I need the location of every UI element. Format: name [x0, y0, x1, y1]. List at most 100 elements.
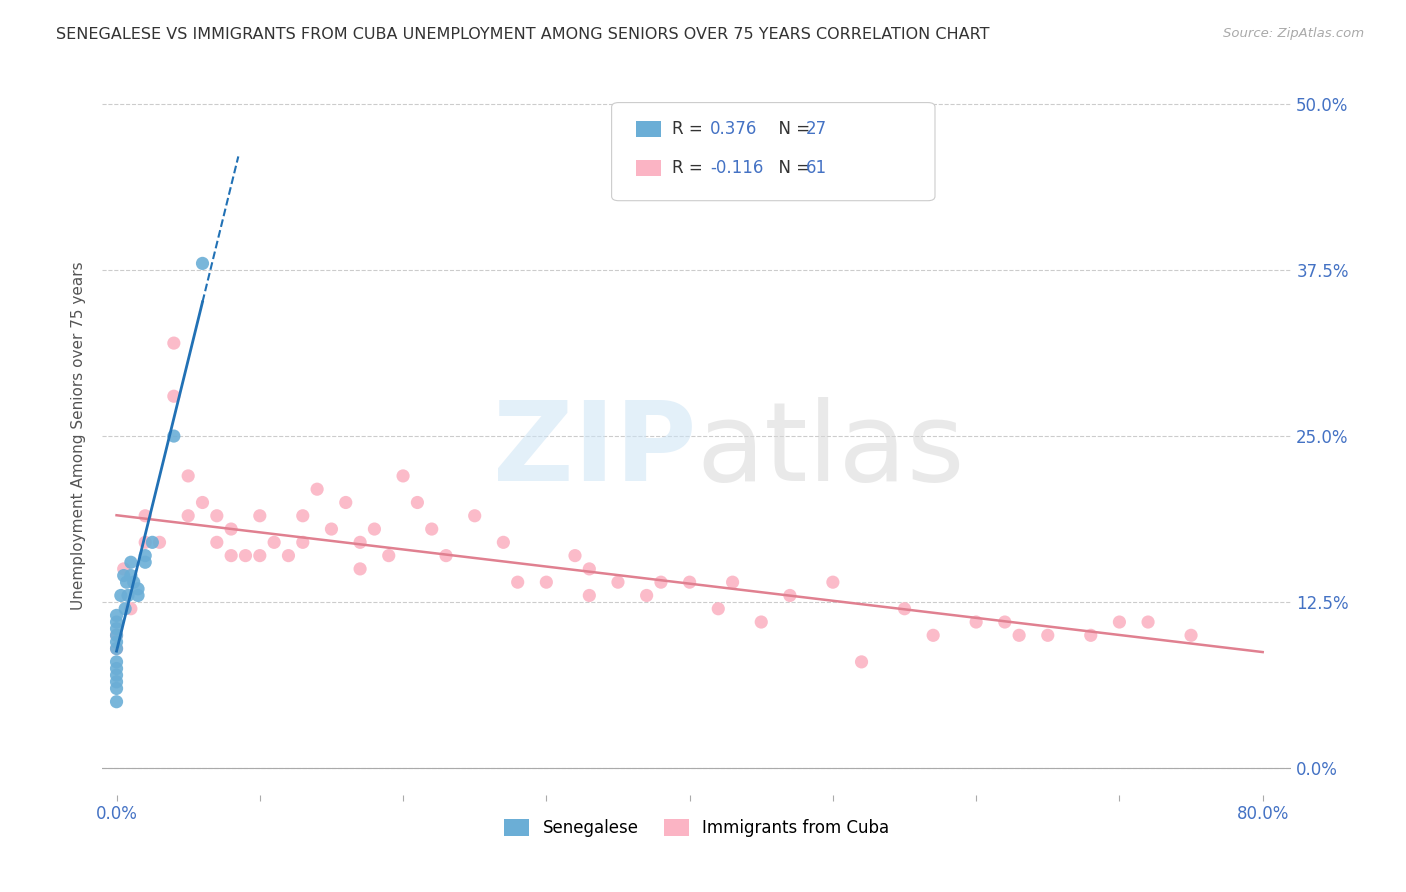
Point	[105, 635, 128, 649]
Legend: Senegalese, Immigrants from Cuba: Senegalese, Immigrants from Cuba	[498, 813, 896, 844]
Point	[922, 628, 945, 642]
Point	[177, 469, 200, 483]
Point	[1036, 628, 1059, 642]
Point	[291, 535, 314, 549]
Point	[263, 535, 285, 549]
Point	[134, 508, 156, 523]
Point	[120, 568, 142, 582]
Point	[1137, 615, 1160, 629]
Point	[1180, 628, 1202, 642]
Point	[122, 575, 145, 590]
Point	[420, 522, 443, 536]
Point	[335, 495, 357, 509]
Point	[134, 555, 156, 569]
Point	[307, 482, 329, 496]
Point	[707, 601, 730, 615]
Point	[578, 562, 600, 576]
Point	[650, 575, 672, 590]
Text: SENEGALESE VS IMMIGRANTS FROM CUBA UNEMPLOYMENT AMONG SENIORS OVER 75 YEARS CORR: SENEGALESE VS IMMIGRANTS FROM CUBA UNEMP…	[56, 27, 990, 42]
Point	[177, 508, 200, 523]
Point	[291, 508, 314, 523]
Point	[721, 575, 744, 590]
Text: N =: N =	[768, 159, 815, 177]
Text: atlas: atlas	[697, 397, 966, 504]
Point	[105, 641, 128, 656]
Point	[1080, 628, 1102, 642]
Point	[965, 615, 987, 629]
Point	[105, 681, 128, 696]
Point	[105, 628, 128, 642]
Point	[115, 575, 138, 590]
Point	[114, 601, 136, 615]
Point	[105, 615, 128, 629]
Point	[994, 615, 1017, 629]
Text: 61: 61	[806, 159, 827, 177]
Point	[127, 582, 149, 596]
Point	[506, 575, 529, 590]
Point	[105, 674, 128, 689]
Point	[464, 508, 486, 523]
Text: Source: ZipAtlas.com: Source: ZipAtlas.com	[1223, 27, 1364, 40]
Point	[105, 655, 128, 669]
Point	[105, 695, 128, 709]
Point	[249, 508, 271, 523]
Point	[105, 641, 128, 656]
Text: ZIP: ZIP	[494, 397, 697, 504]
Point	[249, 549, 271, 563]
Point	[105, 661, 128, 675]
Point	[148, 535, 170, 549]
Point	[163, 336, 186, 351]
Point	[406, 495, 429, 509]
Point	[163, 429, 186, 443]
Point	[219, 522, 242, 536]
Text: -0.116: -0.116	[710, 159, 763, 177]
Point	[321, 522, 343, 536]
Point	[749, 615, 772, 629]
Point	[235, 549, 257, 563]
Point	[163, 389, 186, 403]
Point	[105, 608, 128, 623]
Point	[349, 562, 371, 576]
Point	[105, 668, 128, 682]
Text: N =: N =	[768, 120, 815, 138]
Point	[492, 535, 515, 549]
Point	[678, 575, 700, 590]
Point	[377, 549, 399, 563]
Point	[141, 535, 163, 549]
Point	[1008, 628, 1031, 642]
Text: 27: 27	[806, 120, 827, 138]
Point	[112, 568, 135, 582]
Point	[1108, 615, 1130, 629]
Point	[134, 549, 156, 563]
Point	[893, 601, 915, 615]
Point	[392, 469, 415, 483]
Point	[105, 628, 128, 642]
Point	[205, 535, 228, 549]
Point	[434, 549, 457, 563]
Point	[821, 575, 844, 590]
Point	[636, 589, 658, 603]
Point	[105, 622, 128, 636]
Point	[120, 601, 142, 615]
Point	[564, 549, 586, 563]
Point	[277, 549, 299, 563]
Point	[363, 522, 385, 536]
Text: R =: R =	[672, 159, 709, 177]
Point	[607, 575, 630, 590]
Point	[851, 655, 873, 669]
Point	[349, 535, 371, 549]
Y-axis label: Unemployment Among Seniors over 75 years: Unemployment Among Seniors over 75 years	[72, 261, 86, 610]
Point	[536, 575, 558, 590]
Point	[578, 589, 600, 603]
Point	[191, 256, 214, 270]
Point	[779, 589, 801, 603]
Point	[120, 555, 142, 569]
Text: R =: R =	[672, 120, 709, 138]
Point	[127, 589, 149, 603]
Point	[205, 508, 228, 523]
Point	[112, 562, 135, 576]
Point	[117, 589, 139, 603]
Point	[219, 549, 242, 563]
Point	[110, 589, 132, 603]
Text: 0.376: 0.376	[710, 120, 758, 138]
